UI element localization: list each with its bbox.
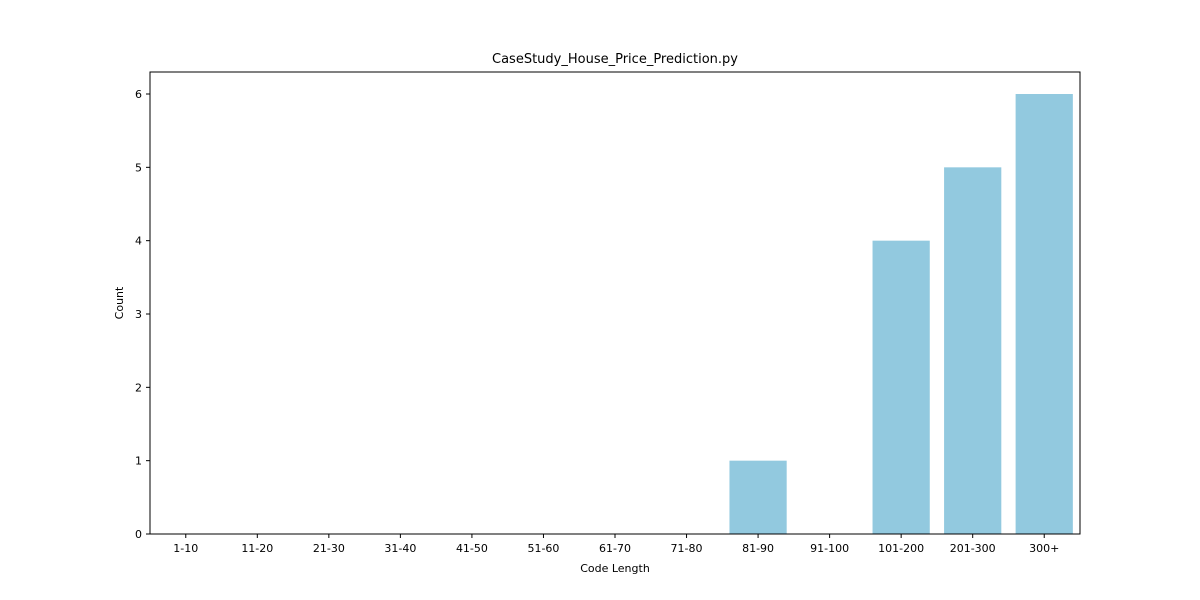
x-tick-label: 11-20 (241, 542, 273, 555)
x-tick-label: 71-80 (671, 542, 703, 555)
x-tick-label: 101-200 (878, 542, 924, 555)
y-tick-label: 4 (135, 235, 142, 248)
x-tick-label: 51-60 (527, 542, 559, 555)
x-tick-label: 1-10 (173, 542, 198, 555)
x-tick-label: 31-40 (384, 542, 416, 555)
bar-201-300 (944, 167, 1002, 535)
y-tick-label: 5 (135, 161, 142, 174)
bar-81-90 (729, 460, 787, 534)
y-axis-label: Count (113, 286, 126, 319)
bar-300+ (1015, 94, 1073, 534)
x-tick-label: 91-100 (810, 542, 849, 555)
plot-area-frame (149, 71, 1081, 535)
x-axis-ticks: 1-10 11-20 21-30 31-40 41-50 51-60 61-70 71-80 8… (173, 534, 1059, 555)
x-tick-label: 61-70 (599, 542, 631, 555)
x-axis-label: Code Length (580, 562, 650, 575)
y-tick-label: 6 (135, 88, 142, 101)
x-tick-label: 41-50 (456, 542, 488, 555)
x-tick-label: 300+ (1029, 542, 1059, 555)
y-tick-label: 1 (135, 455, 142, 468)
y-axis-ticks: 0 1 2 3 4 5 6 (135, 88, 150, 541)
chart-title: CaseStudy_House_Price_Prediction.py (492, 52, 738, 67)
x-tick-label: 201-300 (950, 542, 996, 555)
bar-101-200 (872, 240, 930, 534)
y-tick-label: 3 (135, 308, 142, 321)
x-tick-label: 81-90 (742, 542, 774, 555)
x-tick-label: 21-30 (313, 542, 345, 555)
y-tick-label: 0 (135, 528, 142, 541)
y-tick-label: 2 (135, 381, 142, 394)
bars-group (729, 94, 1073, 535)
